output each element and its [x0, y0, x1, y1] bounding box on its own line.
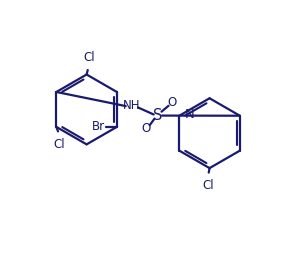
Text: O: O [142, 122, 151, 135]
Text: Cl: Cl [202, 179, 214, 192]
Text: NH: NH [123, 99, 141, 112]
Text: O: O [168, 96, 177, 109]
Text: Cl: Cl [53, 138, 65, 150]
Text: Cl: Cl [83, 51, 95, 64]
Text: Br: Br [92, 120, 105, 133]
Text: N: N [184, 108, 194, 121]
Text: S: S [153, 108, 162, 123]
